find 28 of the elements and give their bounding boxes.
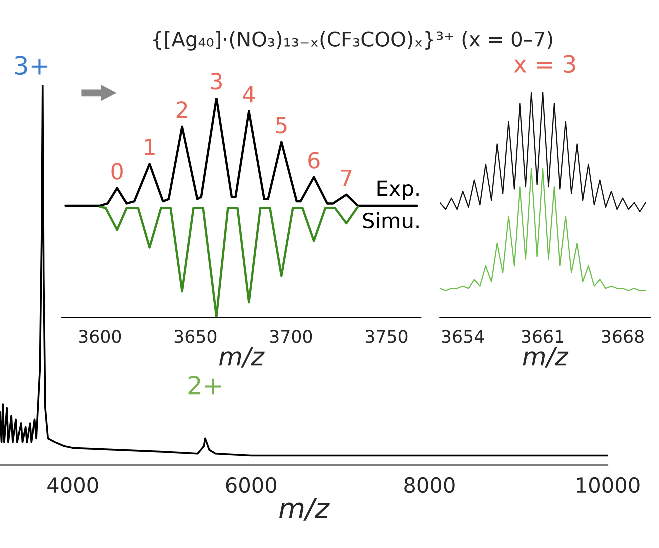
x-tick-label: 3600 <box>79 330 122 344</box>
annotation: 0 <box>112 163 123 180</box>
x-axis-title: m/z <box>279 498 330 521</box>
x-tick-label: 3650 <box>174 330 217 344</box>
x-tick-label: 3750 <box>366 330 408 344</box>
chart-title: x = 3 <box>514 55 576 74</box>
annotation: 3 <box>211 72 222 90</box>
x-axis-title: m/z <box>523 347 569 368</box>
annotation: 2+ <box>188 376 222 395</box>
x-tick-label: 3668 <box>602 330 644 344</box>
annotation: 7 <box>341 170 352 186</box>
x-tick-label: 6000 <box>226 477 277 494</box>
annotation: Exp. <box>378 180 419 200</box>
annotation: 3+ <box>15 56 48 76</box>
x-tick-label: 4000 <box>48 477 98 494</box>
x-tick-label: 3700 <box>270 330 312 344</box>
x-tick-label: 8000 <box>404 477 455 494</box>
annotation: 1 <box>145 139 155 156</box>
annotation: 5 <box>276 117 287 134</box>
x-tick-label: 3661 <box>522 330 564 344</box>
annotation: Simu. <box>363 212 419 229</box>
annotation: 6 <box>308 152 320 169</box>
annotation: 4 <box>243 86 255 103</box>
chart-title: {[Ag₄₀]·(NO₃)₁₃₋ₓ(CF₃COO)ₓ}³⁺ (x = 0–7) <box>154 31 552 51</box>
x-tick-label: 3654 <box>442 330 484 344</box>
annotation: 2 <box>176 102 188 118</box>
x-tick-label: 10000 <box>577 477 640 494</box>
x-axis-title: m/z <box>219 347 265 368</box>
